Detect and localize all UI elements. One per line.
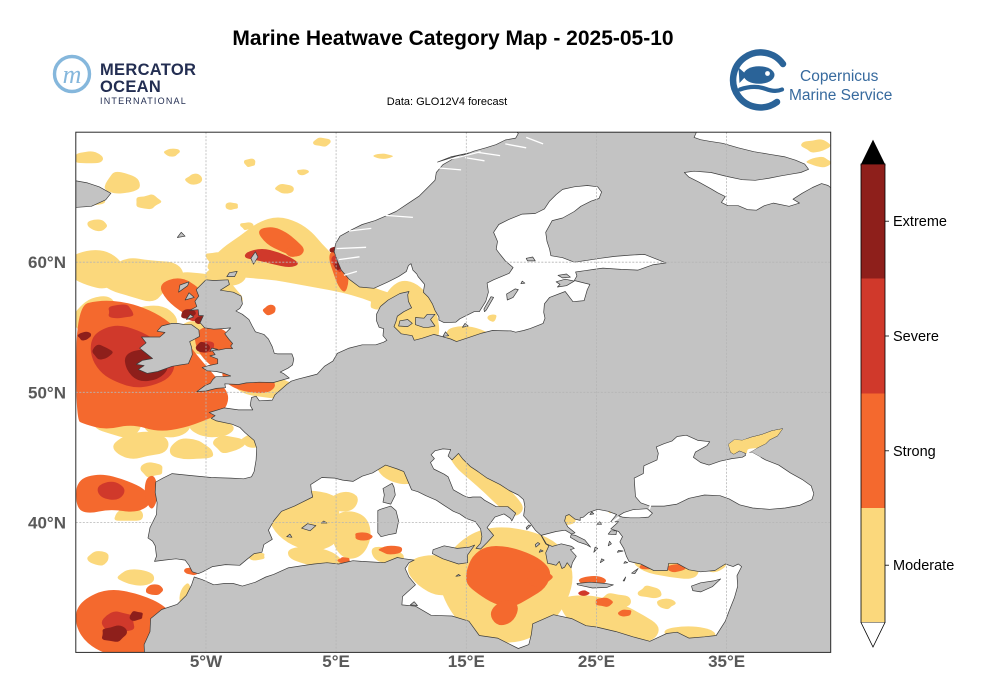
svg-text:50°N: 50°N	[28, 383, 66, 402]
svg-text:15°E: 15°E	[448, 652, 485, 671]
svg-text:MERCATOR: MERCATOR	[100, 61, 196, 79]
svg-text:Strong: Strong	[893, 444, 936, 460]
svg-text:Extreme: Extreme	[893, 214, 947, 230]
svg-text:Marine Service: Marine Service	[789, 87, 892, 104]
svg-text:Moderate: Moderate	[893, 558, 954, 574]
svg-text:Data: GLO12V4 forecast: Data: GLO12V4 forecast	[387, 96, 507, 108]
svg-text:5°W: 5°W	[190, 652, 223, 671]
svg-text:5°E: 5°E	[322, 652, 350, 671]
svg-text:INTERNATIONAL: INTERNATIONAL	[100, 96, 187, 106]
svg-text:25°E: 25°E	[578, 652, 615, 671]
svg-text:Marine Heatwave Category Map -: Marine Heatwave Category Map - 2025-05-1…	[232, 27, 673, 50]
svg-text:40°N: 40°N	[28, 513, 66, 532]
svg-text:Severe: Severe	[893, 329, 939, 345]
svg-text:Copernicus: Copernicus	[800, 68, 879, 85]
svg-text:60°N: 60°N	[28, 253, 66, 272]
svg-text:m: m	[63, 60, 82, 89]
svg-text:OCEAN: OCEAN	[100, 78, 161, 96]
svg-text:35°E: 35°E	[708, 652, 745, 671]
